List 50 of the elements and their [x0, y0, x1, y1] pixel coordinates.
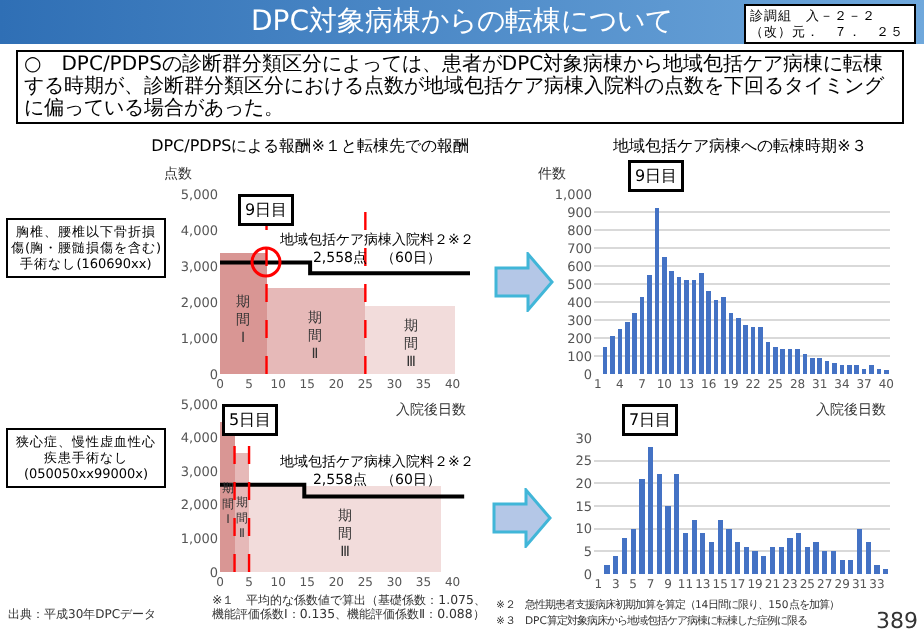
bar	[610, 336, 615, 374]
text: 389	[876, 608, 918, 634]
text: ○ DPC/PDPSの診断群分類区分によっては、患者がDPC対象病棟から地域包括ケア病棟に転棟する時期が、診断群分類区分における点数が地域包括ケア病棟入院料の点数を下回るタイミングに偏っている場合があった。	[16, 50, 904, 124]
text: 7日目	[629, 411, 672, 429]
bar	[856, 528, 863, 574]
bar	[691, 519, 697, 574]
bar	[773, 347, 778, 374]
bar	[708, 542, 715, 574]
bar	[721, 296, 726, 374]
text: DPC対象病棟からの転棟について	[251, 6, 673, 38]
bar	[839, 560, 845, 574]
bar	[604, 564, 610, 574]
bar	[682, 533, 689, 574]
bar	[813, 542, 819, 574]
chart-title: 地域包括ケア病棟への転棟時期※３	[611, 137, 867, 156]
bar	[625, 321, 630, 374]
bar	[654, 208, 660, 374]
bar	[802, 354, 808, 374]
text: 9日目	[635, 167, 678, 185]
bar	[621, 537, 628, 574]
chart-title: DPC/PDPSによる報酬※１と転棟先での報酬	[151, 137, 469, 156]
bar	[691, 280, 697, 374]
bar	[647, 447, 654, 574]
bar	[810, 357, 815, 374]
bar	[769, 546, 776, 574]
bar	[795, 348, 800, 374]
bar	[676, 276, 682, 374]
bar	[758, 327, 763, 374]
bar	[854, 365, 859, 374]
bar	[736, 318, 741, 374]
bar	[787, 537, 793, 574]
ref-line-label: 5日目	[229, 411, 272, 429]
bar	[743, 325, 748, 374]
bar	[824, 361, 830, 374]
bar	[839, 365, 845, 374]
bar	[848, 560, 854, 574]
bar	[795, 533, 802, 574]
bar	[847, 365, 852, 374]
bar	[752, 551, 758, 574]
bar	[684, 280, 689, 374]
bar	[832, 363, 837, 374]
ref-line-label: 9日目	[245, 201, 288, 219]
bar	[830, 551, 837, 574]
bar	[817, 357, 822, 374]
bar	[780, 348, 785, 374]
bar	[750, 327, 756, 374]
bar	[699, 273, 704, 374]
bar	[726, 528, 732, 574]
bar	[869, 365, 874, 374]
bar	[617, 329, 623, 374]
